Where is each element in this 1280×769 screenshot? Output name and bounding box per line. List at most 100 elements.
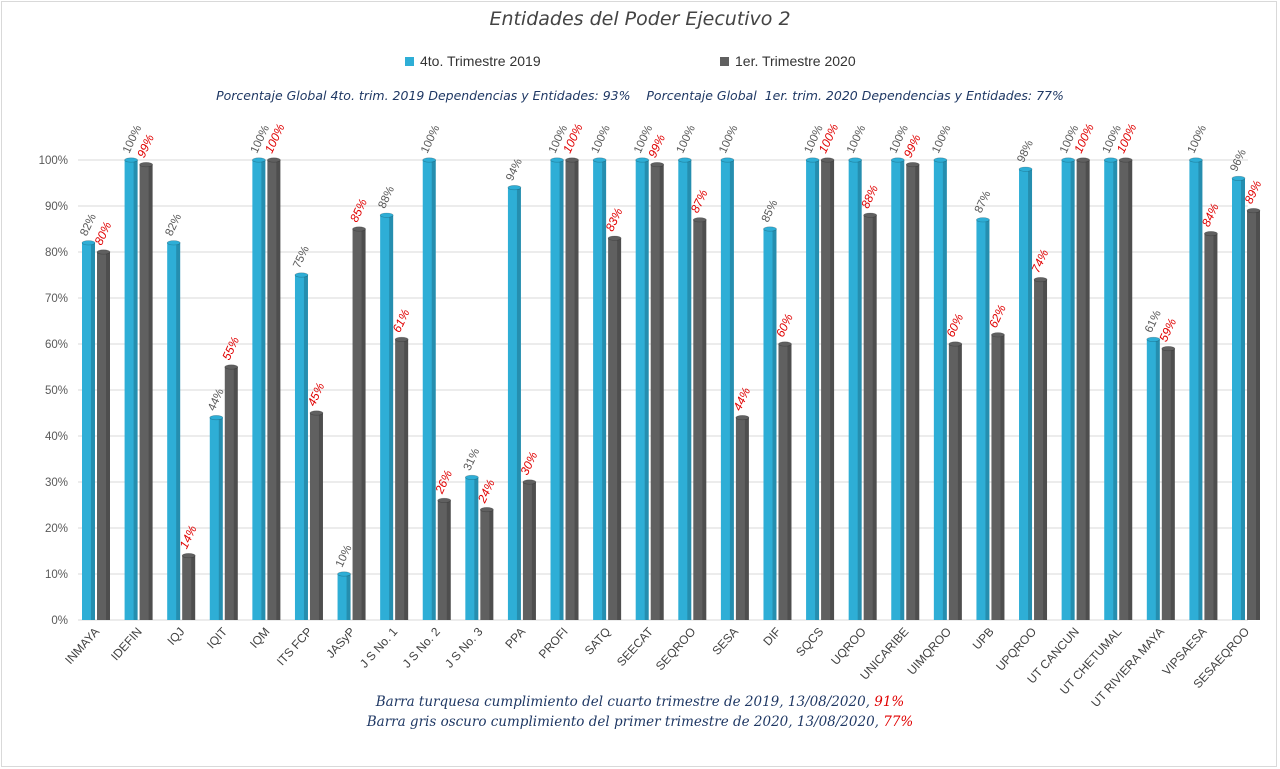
data-label-2019: 100% <box>717 124 740 156</box>
note-2019: Barra turquesa cumplimiento del cuarto t… <box>0 694 1280 710</box>
bar-cap <box>1076 157 1090 163</box>
bar-2020 <box>863 215 877 620</box>
bar-2019 <box>337 574 351 620</box>
bar-2020 <box>480 509 494 620</box>
bar-cap <box>96 249 111 255</box>
bar-cap <box>677 157 692 163</box>
x-tick-label: IDEFIN <box>108 625 145 664</box>
bar-shade <box>872 215 877 620</box>
x-tick-label: DIF <box>760 625 783 649</box>
bar-cap <box>294 272 309 278</box>
bar-shade <box>1256 210 1260 620</box>
bar-shade <box>346 574 351 620</box>
bar-shade <box>431 160 436 620</box>
bar-2020 <box>1034 279 1048 620</box>
bar-cap <box>635 157 650 163</box>
bar-cap <box>522 479 537 485</box>
bar-shade <box>276 160 281 620</box>
bar-2019 <box>720 160 734 620</box>
bar-cap <box>252 157 266 163</box>
bar-2020 <box>1076 160 1090 620</box>
bar-shade <box>687 160 692 620</box>
data-label-2019: 82% <box>164 212 185 238</box>
bar-cap <box>778 341 792 347</box>
bar-shade <box>191 555 196 620</box>
bar-cap <box>607 235 622 241</box>
x-tick-label: UPB <box>970 625 997 653</box>
bar-shade <box>1113 160 1118 620</box>
bar-2020 <box>97 252 110 620</box>
y-tick-label: 60% <box>45 339 68 351</box>
bar-cap <box>1103 157 1118 163</box>
x-tick-label: PPA <box>502 625 528 652</box>
note-2019-text: Barra turquesa cumplimiento del cuarto t… <box>375 694 875 710</box>
bar-cap <box>650 162 665 168</box>
bar-cap <box>692 217 707 223</box>
bar-2019 <box>933 160 947 620</box>
bar-shade <box>744 417 749 620</box>
bar-shade <box>915 164 920 620</box>
bar-2020 <box>1247 210 1260 620</box>
bar-2020 <box>522 482 536 620</box>
note-2020: Barra gris oscuro cumplimiento del prime… <box>0 714 1280 730</box>
x-tick-label: J S No. 3 <box>442 624 486 670</box>
bar-shade <box>1128 160 1133 620</box>
note-2020-value: 77% <box>883 714 914 730</box>
data-label-2019: 44% <box>206 387 227 413</box>
bar-cap <box>465 474 479 480</box>
bar-cap <box>1204 231 1218 237</box>
bar-cap <box>422 157 437 163</box>
bar-shade <box>446 500 451 620</box>
bar-2019 <box>124 160 138 620</box>
bar-shade <box>772 229 777 620</box>
bar-2020 <box>267 160 281 620</box>
bar-2020 <box>437 500 451 620</box>
bar-cap <box>394 336 409 342</box>
bar-cap <box>1189 157 1203 163</box>
bar-2019 <box>1061 160 1075 620</box>
bar-cap <box>763 226 777 232</box>
x-tick-label: UIMQROO <box>904 625 954 678</box>
bar-shade <box>942 160 947 620</box>
legend-item-2020: 1er. Trimestre 2020 <box>720 53 856 69</box>
bar-shade <box>404 339 409 620</box>
bar-shade <box>1043 279 1048 620</box>
note-2019-value: 91% <box>874 694 905 710</box>
bar-shade <box>1155 339 1160 620</box>
bar-shade <box>815 160 820 620</box>
bar-cap <box>337 571 351 577</box>
bar-cap <box>948 341 963 347</box>
bar-2020 <box>1161 348 1175 620</box>
global-percentage-line: Porcentaje Global 4to. trim. 2019 Depend… <box>216 88 1064 103</box>
data-label-2019: 100% <box>419 124 442 156</box>
x-tick-label: IQIT <box>204 624 230 651</box>
bar-cap <box>124 157 138 163</box>
bar-shade <box>218 417 223 620</box>
bar-shade <box>1198 160 1203 620</box>
bar-shade <box>303 275 308 620</box>
bar-cap <box>890 157 905 163</box>
bar-cap <box>224 364 239 370</box>
bar-cap <box>735 415 750 421</box>
bar-cap <box>1146 336 1161 342</box>
bar-shade <box>857 160 862 620</box>
bar-shade <box>1070 160 1075 620</box>
bar-cap <box>1033 277 1048 283</box>
bar-2019 <box>380 215 394 620</box>
bar-shade <box>361 229 366 620</box>
bar-shade <box>644 160 649 620</box>
x-tick-label: J S No. 2 <box>400 624 444 670</box>
bar-shade <box>617 238 622 620</box>
bar-cap <box>166 240 181 246</box>
bar-2019 <box>1189 160 1203 620</box>
bar-cap <box>905 162 920 168</box>
bar-shade <box>659 164 664 620</box>
legend-label-2020: 1er. Trimestre 2020 <box>735 53 856 69</box>
bar-shade <box>489 509 494 620</box>
bar-shade <box>148 164 153 620</box>
bar-cap <box>592 157 607 163</box>
x-tick-label: JASyP <box>323 625 358 661</box>
bar-2020 <box>778 344 792 620</box>
bar-cap <box>507 185 522 191</box>
y-tick-label: 100% <box>39 155 68 167</box>
